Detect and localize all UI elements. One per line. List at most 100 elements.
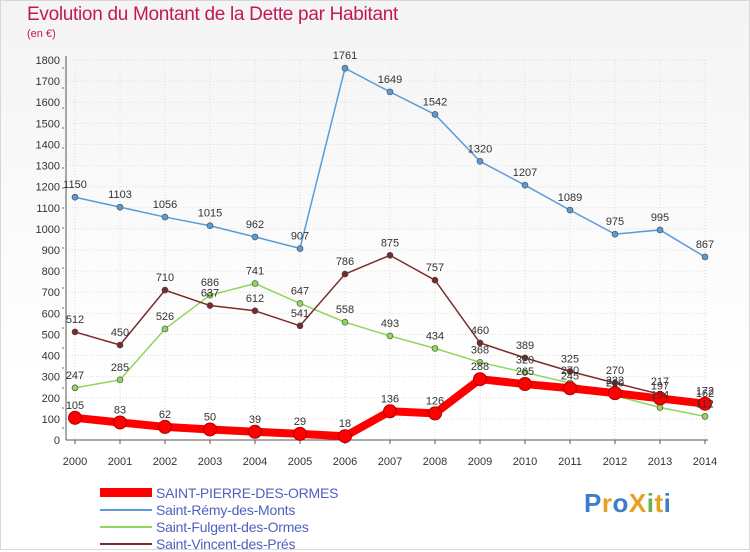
y-tick-label: 1300	[36, 161, 60, 173]
data-point-1	[71, 193, 79, 201]
chart-unit-label: (en €)	[27, 28, 56, 40]
data-point-1	[296, 245, 304, 252]
data-label-1: 995	[651, 212, 669, 224]
data-label-2: 320	[516, 354, 534, 366]
logo-letter: t	[654, 488, 664, 518]
x-tick-label: 2010	[513, 456, 537, 468]
data-label-1: 975	[606, 216, 624, 228]
data-point-0	[608, 386, 622, 401]
legend-item: Saint-Fulgent-des-Ormes	[100, 518, 338, 535]
data-point-1	[521, 181, 529, 189]
proxiti-logo: ProXiti	[584, 488, 671, 519]
x-tick-label: 2008	[423, 456, 447, 468]
data-point-0	[563, 381, 577, 396]
y-tick-label: 600	[42, 308, 60, 320]
y-tick-label: 0	[54, 435, 60, 447]
legend-swatch	[100, 488, 152, 497]
y-tick-label: 1700	[36, 76, 60, 88]
data-label-0: 265	[516, 366, 534, 378]
data-label-2: 285	[111, 362, 129, 374]
data-point-1	[206, 222, 214, 230]
data-point-3	[611, 379, 619, 387]
data-point-0	[248, 424, 262, 439]
data-point-3	[71, 328, 79, 336]
data-label-3: 757	[426, 262, 444, 274]
y-tick-label: 400	[42, 351, 60, 363]
data-point-0	[428, 406, 442, 421]
data-label-1: 1649	[378, 74, 402, 86]
y-tick-label: 900	[42, 245, 60, 257]
data-label-2: 154	[651, 389, 669, 401]
data-point-0	[203, 422, 217, 437]
y-tick-label: 1600	[36, 97, 60, 109]
y-tick-label: 700	[42, 287, 60, 299]
x-tick-label: 2005	[288, 456, 312, 468]
data-point-2	[386, 332, 394, 340]
logo-letter: X	[628, 488, 647, 518]
data-label-1: 1320	[468, 143, 492, 155]
legend-item: Saint-Vincent-des-Prés	[100, 535, 338, 552]
data-point-3	[476, 339, 484, 347]
data-label-2: 434	[426, 330, 444, 342]
data-point-1	[656, 226, 664, 234]
x-tick-label: 2002	[153, 456, 177, 468]
data-point-1	[476, 158, 484, 165]
data-label-1: 907	[291, 231, 309, 243]
legend-item: SAINT-PIERRE-DES-ORMES	[100, 484, 338, 501]
data-label-0: 18	[339, 418, 351, 430]
data-point-3	[116, 341, 124, 349]
data-label-0: 245	[561, 370, 579, 382]
y-tick-label: 500	[42, 329, 60, 341]
y-tick-label: 1200	[36, 182, 60, 194]
data-point-2	[341, 318, 349, 326]
data-label-3: 637	[201, 288, 219, 300]
x-tick-label: 2013	[648, 456, 672, 468]
data-point-2	[521, 369, 529, 376]
x-tick-label: 2009	[468, 456, 492, 468]
data-point-0	[383, 404, 397, 419]
data-label-1: 1089	[558, 192, 582, 204]
data-point-2	[116, 376, 124, 384]
y-tick-label: 1500	[36, 118, 60, 130]
data-label-1: 962	[246, 219, 264, 231]
data-point-3	[521, 354, 529, 362]
data-point-1	[431, 111, 439, 118]
data-label-3: 612	[246, 293, 264, 305]
data-label-2: 686	[201, 277, 219, 289]
legend-item: Saint-Rémy-des-Monts	[100, 501, 338, 518]
data-label-0: 39	[249, 414, 261, 426]
data-label-3: 541	[291, 308, 309, 320]
data-point-1	[341, 64, 349, 72]
data-point-3	[341, 270, 349, 278]
legend-label: SAINT-PIERRE-DES-ORMES	[156, 484, 339, 501]
data-label-0: 222	[606, 375, 624, 387]
logo-letter: i	[663, 488, 672, 518]
data-label-3: 162	[696, 388, 714, 400]
x-tick-label: 2004	[243, 456, 267, 468]
legend-swatch	[100, 542, 152, 545]
x-tick-label: 2007	[378, 456, 402, 468]
data-point-0	[698, 396, 712, 411]
y-tick-label: 800	[42, 266, 60, 278]
line-chart: 0 100 200 300 400 500 600 700 800 900 1000 1100 1200…	[36, 50, 718, 468]
x-tick-label: 2000	[63, 456, 87, 468]
data-point-2	[206, 291, 214, 299]
data-point-1	[116, 203, 124, 211]
data-label-3: 786	[336, 256, 354, 268]
data-point-3	[251, 307, 259, 315]
legend-label: Saint-Fulgent-des-Ormes	[156, 518, 309, 535]
data-label-0: 50	[204, 411, 216, 423]
data-label-2: 368	[471, 344, 489, 356]
data-point-0	[473, 372, 487, 387]
data-point-2	[476, 359, 484, 366]
data-point-0	[338, 429, 352, 444]
data-point-1	[386, 88, 394, 96]
data-label-1: 1542	[423, 96, 447, 108]
x-tick-label: 2012	[603, 456, 627, 468]
data-point-1	[251, 233, 259, 241]
data-point-0	[68, 410, 82, 425]
data-point-2	[431, 345, 439, 352]
data-point-1	[566, 206, 574, 214]
data-label-0: 105	[66, 400, 84, 412]
